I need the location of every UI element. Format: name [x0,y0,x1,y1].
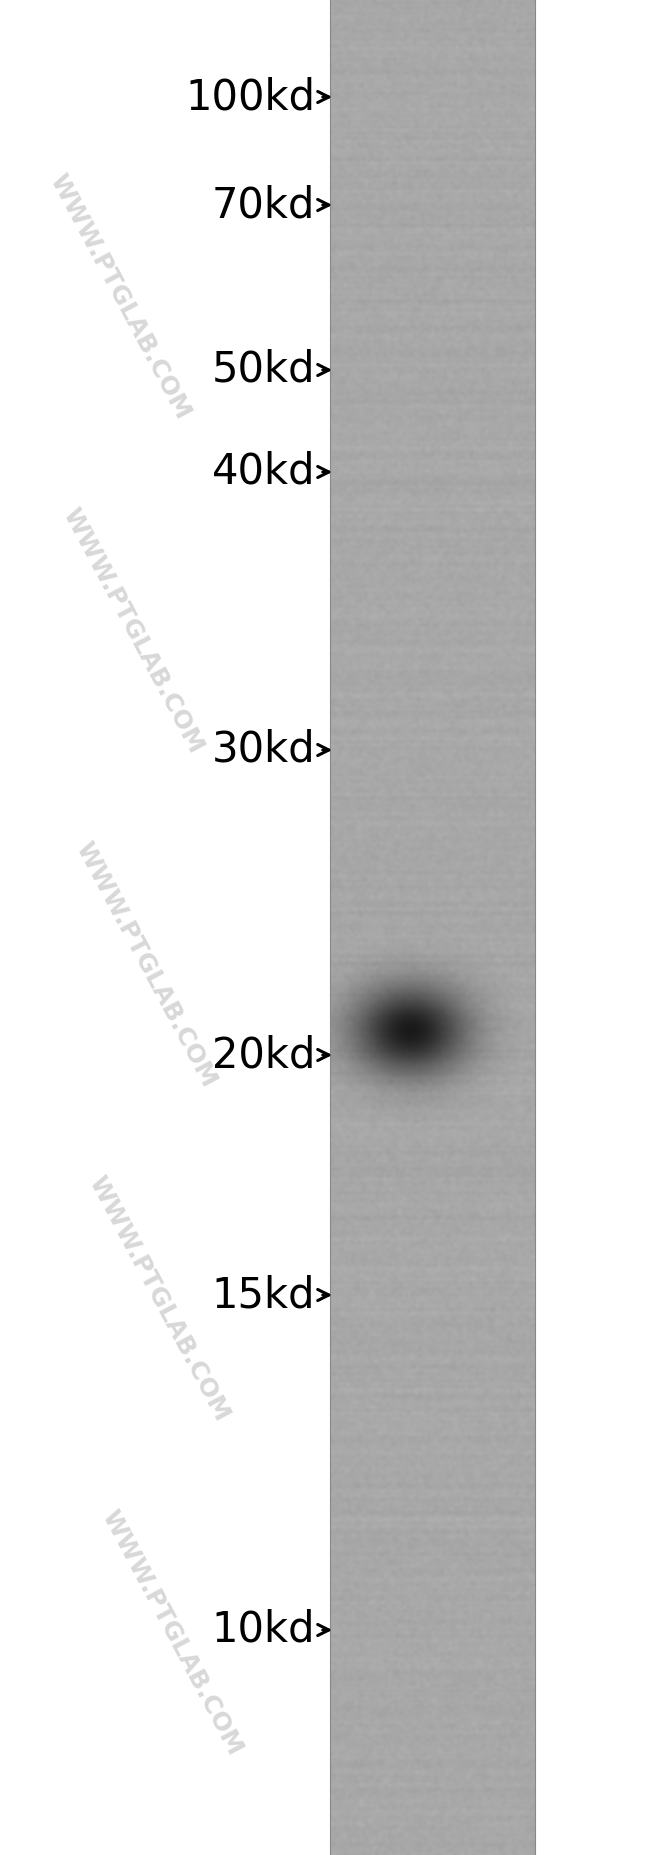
Text: 15kd: 15kd [211,1274,315,1315]
Text: WWW.PTGLAB.COM: WWW.PTGLAB.COM [46,171,195,423]
Text: 40kd: 40kd [211,451,315,493]
Text: 30kd: 30kd [211,729,315,772]
Text: 100kd: 100kd [185,76,315,119]
Text: WWW.PTGLAB.COM: WWW.PTGLAB.COM [98,1506,247,1759]
Text: 70kd: 70kd [212,184,315,226]
Text: 20kd: 20kd [212,1033,315,1076]
Text: WWW.PTGLAB.COM: WWW.PTGLAB.COM [84,1172,234,1425]
Text: 50kd: 50kd [211,349,315,391]
Text: 10kd: 10kd [211,1608,315,1651]
Text: WWW.PTGLAB.COM: WWW.PTGLAB.COM [72,838,221,1091]
Text: WWW.PTGLAB.COM: WWW.PTGLAB.COM [58,505,208,757]
